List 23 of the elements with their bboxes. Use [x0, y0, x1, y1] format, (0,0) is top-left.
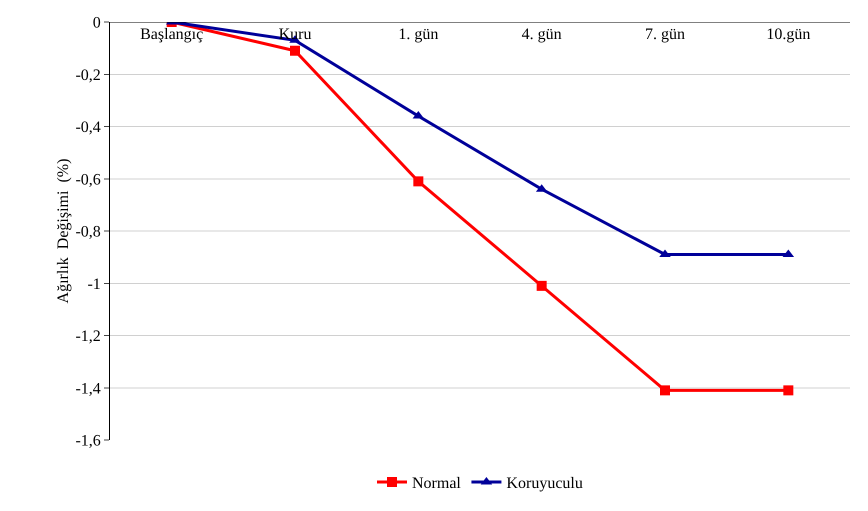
y-tick-label: -1 — [87, 276, 101, 293]
point — [783, 385, 794, 396]
y-tick-label: 0 — [92, 14, 101, 32]
point — [536, 280, 547, 291]
x-tick-label: 1. gün — [398, 26, 438, 43]
y-tick-label: -1,2 — [75, 328, 101, 346]
x-tick-label: 10.gün — [766, 26, 810, 43]
y-tick-label: -1,4 — [75, 380, 101, 398]
y-tick-label: -0,4 — [75, 119, 101, 136]
point — [290, 46, 300, 56]
x-tick-label: 7. gün — [645, 26, 685, 43]
x-tick-label: Başlangıç — [140, 26, 204, 43]
y-axis-title: Ağırlık Değişimi (%) — [55, 158, 72, 304]
legend-label: Koruyuculu — [506, 475, 583, 492]
point — [413, 176, 424, 186]
y-tick-label: -0,8 — [75, 224, 101, 241]
y-tick-label: -0,2 — [75, 66, 101, 84]
x-tick-label: 4. gün — [522, 26, 562, 43]
legend-label: Normal — [412, 475, 462, 492]
point — [660, 385, 670, 396]
x-tick-label: Kuru — [278, 26, 312, 43]
y-tick-label: -0,6 — [75, 171, 101, 188]
y-tick-label: -1,6 — [75, 432, 101, 450]
